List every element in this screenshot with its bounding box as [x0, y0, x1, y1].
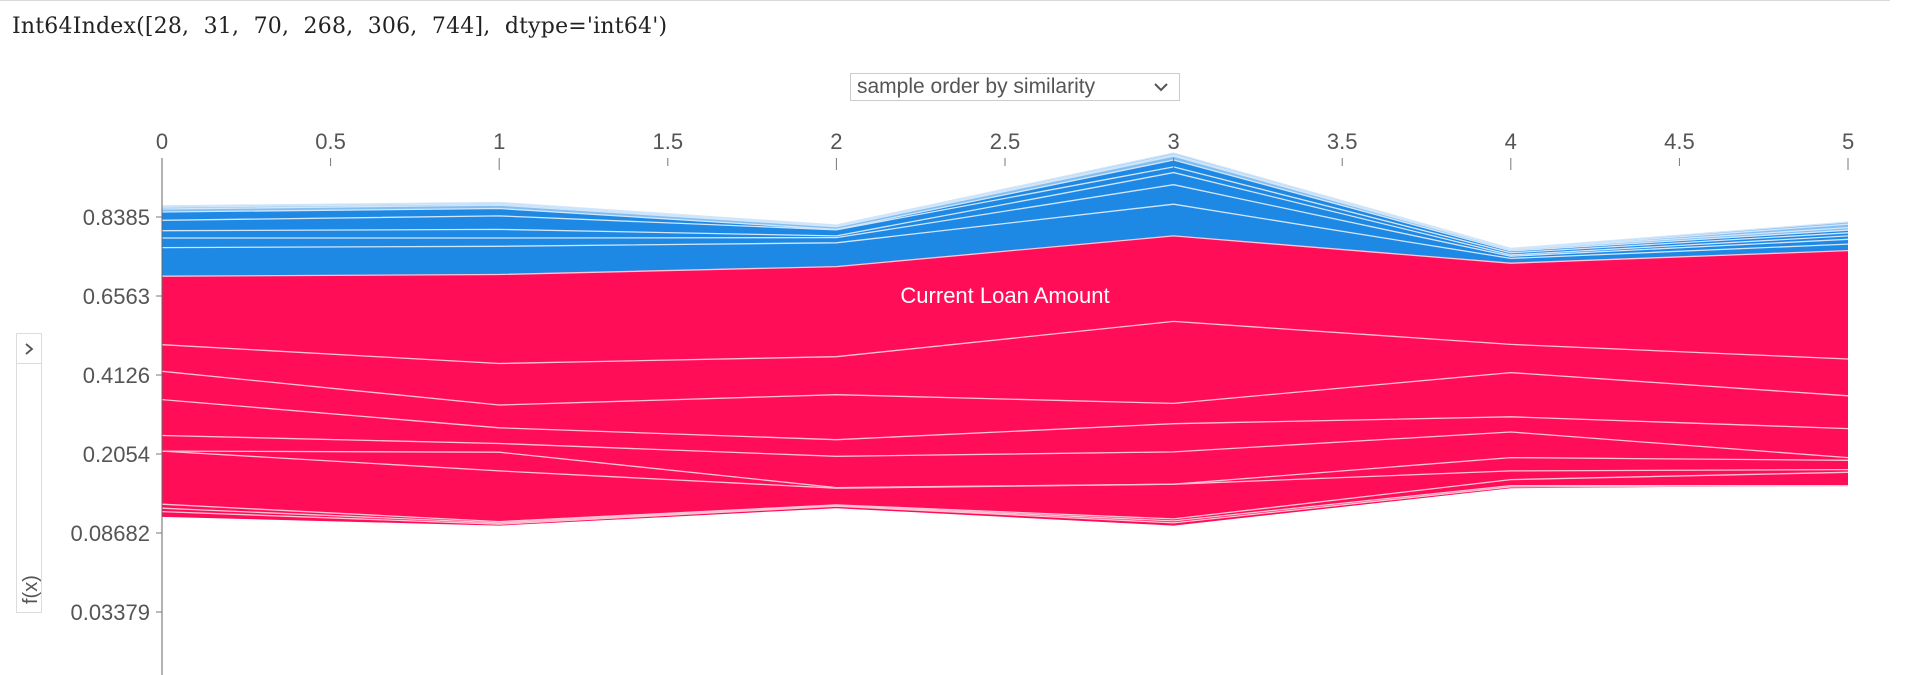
x-tick-label-8: 4	[1505, 129, 1517, 154]
feature-label-current-loan-amount: Current Loan Amount	[900, 283, 1109, 308]
band-separators	[161, 152, 1849, 525]
positive-band-7[interactable]	[162, 371, 1848, 440]
ylabel-panel: f(x)	[16, 333, 42, 613]
x-tick-label-2: 1	[493, 129, 505, 154]
negative-band-3[interactable]	[162, 166, 1848, 255]
negative-band-1[interactable]	[162, 184, 1848, 259]
positive-separator-3	[161, 471, 1849, 523]
positive-separator-6	[161, 431, 1849, 459]
y-tick-label-5: 0.03379	[70, 600, 150, 625]
negative-separator-2	[162, 184, 1849, 257]
positive-separator-2	[161, 484, 1848, 524]
negative-separator-5	[161, 159, 1849, 252]
positive-band-9[interactable]	[162, 235, 1848, 364]
positive-separator-10	[161, 235, 1849, 277]
negative-band-2[interactable]	[162, 172, 1848, 257]
chevron-down-icon	[1154, 83, 1168, 92]
positive-band-6[interactable]	[162, 399, 1848, 458]
positive-band-5[interactable]	[162, 432, 1848, 489]
chevron-right-icon	[25, 342, 34, 355]
x-axis: 0 0.5 1 1.5 2 2.5 3 3.5 4 4.5 5	[156, 129, 1854, 170]
y-tick-label-2: 0.4126	[83, 363, 150, 388]
y-tick-label-3: 0.2054	[83, 442, 150, 467]
negative-separator-3	[161, 171, 1849, 256]
y-axis-label: f(x)	[20, 575, 42, 604]
sample-ordering-select-value: sample order by similarity	[857, 75, 1096, 98]
y-tick-label-4: 0.08682	[70, 521, 150, 546]
negative-band-5[interactable]	[162, 156, 1848, 251]
x-tick-label-9: 4.5	[1664, 129, 1695, 154]
x-tick-label-6: 3	[1167, 129, 1179, 154]
negative-separator-4	[161, 166, 1849, 254]
cell-top-border	[0, 0, 1890, 1]
negative-separator-8	[161, 152, 1849, 250]
positive-separator-1	[161, 484, 1849, 525]
x-tick-label-7: 3.5	[1327, 129, 1358, 154]
negative-separator-1	[161, 203, 1849, 260]
x-tick-label-4: 2	[830, 129, 842, 154]
y-tick-label-1: 0.6563	[83, 284, 150, 309]
ylabel-toggle-button[interactable]	[17, 334, 41, 364]
sample-ordering-select[interactable]: sample order by similarity	[850, 73, 1180, 101]
negative-band-0[interactable]	[162, 204, 1848, 277]
negative-band-4[interactable]	[162, 160, 1848, 253]
positive-separator-9	[161, 320, 1849, 365]
x-tick-label-10: 5	[1842, 129, 1854, 154]
negative-separator-7	[161, 154, 1849, 250]
positive-separator-8	[161, 370, 1849, 406]
positive-separator-7	[161, 398, 1849, 441]
cell-output-text: Int64Index([28, 31, 70, 268, 306, 744], …	[12, 14, 668, 39]
positive-separator-5	[161, 450, 1849, 489]
negative-separator-6	[161, 155, 1849, 251]
x-tick-label-1: 0.5	[315, 129, 346, 154]
y-axis: 0.8385 0.6563 0.4126 0.2054 0.08682 0.03379	[70, 158, 163, 675]
x-tick-label-3: 1.5	[653, 129, 684, 154]
x-tick-label-5: 2.5	[990, 129, 1021, 154]
y-tick-label-0: 0.8385	[83, 205, 150, 230]
positive-band-8[interactable]	[162, 321, 1848, 405]
x-tick-label-0: 0	[156, 129, 168, 154]
